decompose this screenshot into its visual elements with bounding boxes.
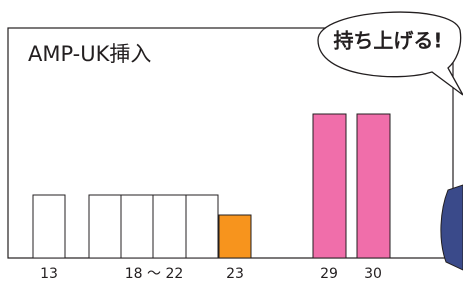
bar	[219, 215, 251, 258]
speech-text: 持ち上げる!	[333, 29, 442, 53]
bar	[153, 195, 186, 258]
label: 18 〜 22	[125, 266, 184, 282]
label: 23	[226, 266, 244, 282]
bar	[186, 195, 218, 258]
labels: 13 18 〜 22 23 29 30	[40, 266, 382, 282]
title: AMP-UK挿入	[28, 42, 151, 66]
bar	[313, 114, 346, 258]
label: 30	[364, 266, 382, 282]
page: {"title": "AMP-UK挿入", "speech": "持ち上げる!"…	[0, 0, 463, 288]
bar	[121, 195, 153, 258]
label: 29	[320, 266, 338, 282]
bar	[89, 195, 121, 258]
label: 13	[40, 266, 58, 282]
bar	[357, 114, 390, 258]
diagram: AMP-UK挿入 13 18 〜 22 23 29 30 持ち上げる!	[0, 0, 463, 288]
bar	[33, 195, 65, 258]
